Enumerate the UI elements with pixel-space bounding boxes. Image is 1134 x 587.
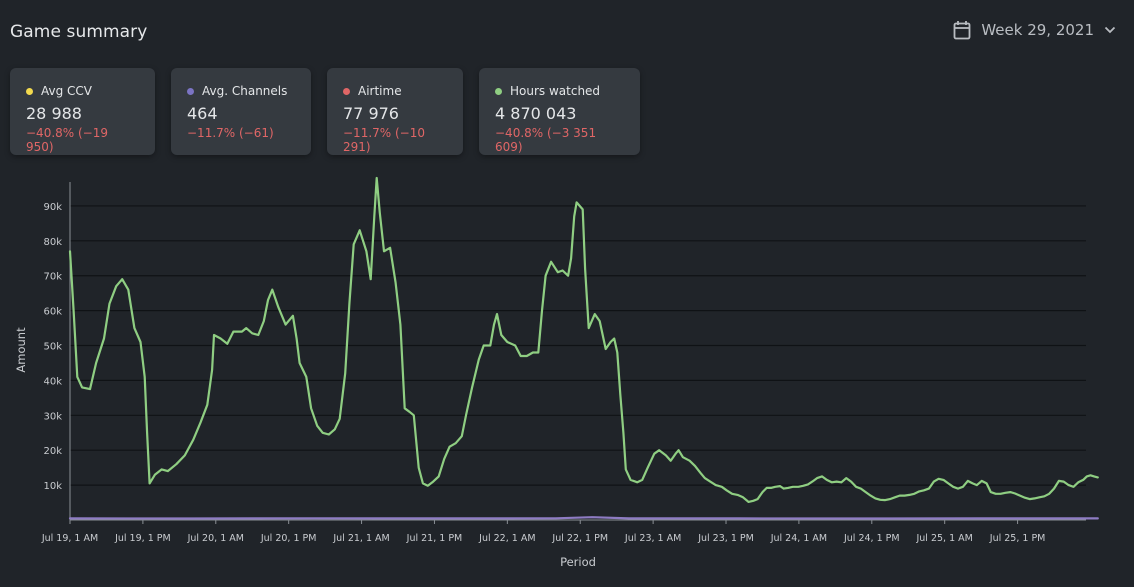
x-axis-title: Period [560,555,596,569]
series-line-channels [68,516,1099,520]
series-line-hours [68,176,1099,503]
y-tick-label: 80k [43,237,62,248]
card-label: Avg. Channels [202,84,288,98]
y-tick-label: 70k [43,272,62,283]
legend-dot [495,87,502,95]
card-value: 28 988 [26,104,82,123]
y-tick-label: 20k [43,446,62,457]
x-tick-label: Jul 22, 1 PM [551,533,608,544]
card-value: 4 870 043 [495,104,577,123]
x-tick-label: Jul 23, 1 PM [697,533,754,544]
card-delta: −11.7% (−10 291) [343,126,425,154]
y-tick-label: 40k [43,376,62,387]
y-tick-label: 60k [43,307,62,318]
legend-dot [26,87,33,95]
x-tick-label: Jul 20, 1 PM [260,533,317,544]
card-hours-watched: Hours watched 4 870 043 −40.8% (−3 351 6… [479,68,640,155]
x-tick-label: Jul 21, 1 PM [406,533,463,544]
card-label: Avg CCV [41,84,93,98]
week-label: Week 29, 2021 [981,21,1094,39]
legend-dot [187,87,194,95]
page-title: Game summary [10,22,148,42]
week-selector[interactable]: Week 29, 2021 [953,20,1116,40]
x-tick-label: Jul 22, 1 AM [478,533,535,544]
card-label: Airtime [358,84,402,98]
card-avg-ccv: Avg CCV 28 988 −40.8% (−19 950) [10,68,155,155]
y-tick-label: 50k [43,342,62,353]
x-tick-label: Jul 23, 1 AM [624,533,681,544]
card-value: 464 [187,104,218,123]
y-axis-title: Amount [14,327,28,373]
card-delta: −40.8% (−3 351 609) [495,126,597,154]
card-value: 77 976 [343,104,399,123]
card-delta: −40.8% (−19 950) [26,126,108,154]
x-tick-label: Jul 21, 1 AM [332,533,389,544]
x-tick-label: Jul 24, 1 AM [770,533,827,544]
card-airtime: Airtime 77 976 −11.7% (−10 291) [327,68,463,155]
x-tick-label: Jul 25, 1 PM [989,533,1046,544]
x-tick-label: Jul 19, 1 AM [41,533,98,544]
x-tick-label: Jul 24, 1 PM [843,533,900,544]
card-delta: −11.7% (−61) [187,126,274,140]
y-tick-label: 10k [43,481,62,492]
card-label: Hours watched [510,84,601,98]
x-tick-label: Jul 20, 1 AM [187,533,244,544]
chevron-down-icon [1104,26,1116,34]
x-tick-label: Jul 25, 1 AM [915,533,972,544]
x-tick-label: Jul 19, 1 PM [114,533,171,544]
line-chart[interactable]: 10k 20k 30k 40k 50k 60k 70k 80k 90k Jul 19, 1 AM J… [0,170,1134,587]
y-tick-label: 30k [43,411,62,422]
card-avg-channels: Avg. Channels 464 −11.7% (−61) [171,68,311,155]
legend-dot [343,87,350,95]
calendar-icon [953,20,971,40]
y-tick-label: 90k [43,202,62,213]
